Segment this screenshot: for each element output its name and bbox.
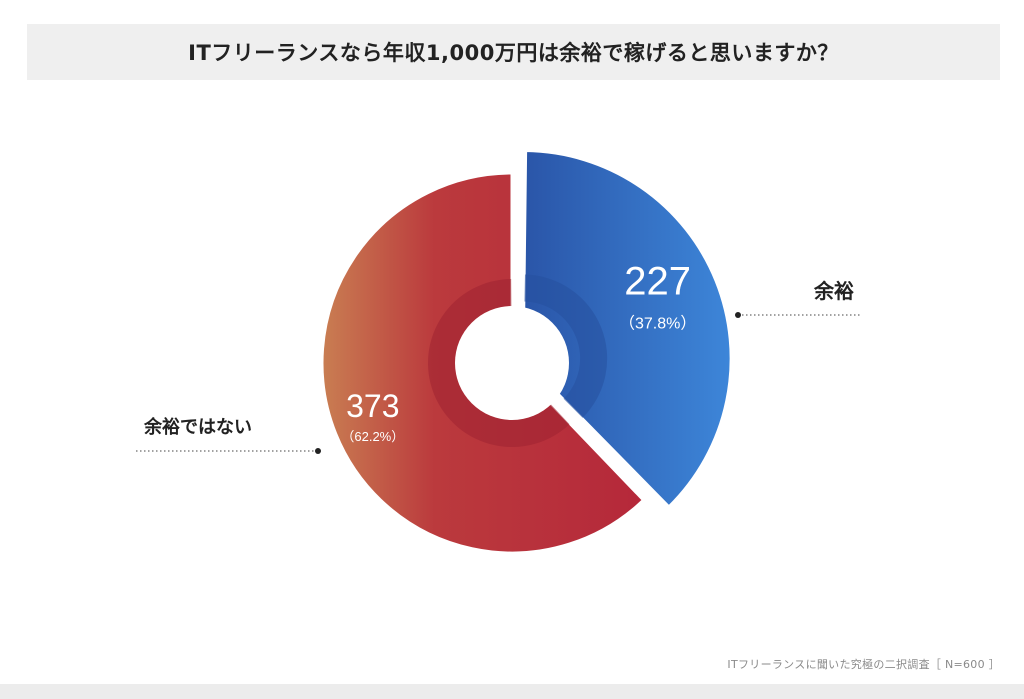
donut-hole <box>455 306 569 420</box>
slice-value-label-0: 227 <box>624 259 691 303</box>
inner-ring-0 <box>524 274 608 418</box>
inner-ring-1 <box>427 279 570 447</box>
footnote: ITフリーランスに聞いた究極の二択調査［ N=600 ］ <box>727 658 1000 671</box>
chart-title: ITフリーランスなら年収1,000万円は余裕で稼げると思いますか？ <box>188 41 839 65</box>
slice-percent-label-0: （37.8%） <box>619 314 696 332</box>
callout-dot-0 <box>735 312 741 318</box>
slice-value-label-1: 373 <box>346 388 399 424</box>
chart-title-bar: ITフリーランスなら年収1,000万円は余裕で稼げると思いますか？ <box>27 24 1000 80</box>
slice-percent-label-1: （62.2%） <box>341 429 404 444</box>
callout-dot-1 <box>315 448 321 454</box>
legend-label-1: 余裕ではない <box>143 416 252 438</box>
pie-slice-0 <box>520 149 733 510</box>
legend-label-0: 余裕 <box>813 279 854 303</box>
bottom-band <box>0 684 1024 699</box>
